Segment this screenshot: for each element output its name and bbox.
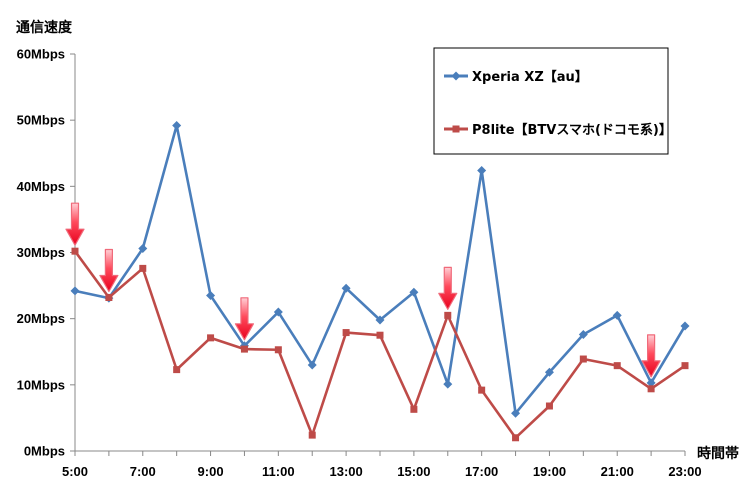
x-axis-title: 時間帯 [697,445,739,462]
data-point-p8lite [274,346,282,354]
data-point-p8lite [444,311,452,319]
legend-box [433,47,669,155]
data-point-xperia [409,287,419,297]
down-arrow-annotation [234,297,255,341]
x-tick-label: 9:00 [198,464,224,479]
x-tick-label: 13:00 [329,464,362,479]
data-point-p8lite [240,345,248,353]
legend-marker-xperia [451,71,461,81]
data-point-xperia [70,286,80,296]
down-arrow-annotation [438,266,458,310]
x-tick-label: 17:00 [465,464,498,479]
data-point-p8lite [173,366,181,374]
data-point-p8lite [139,264,147,272]
data-point-xperia [680,321,690,331]
y-tick-label: 40Mbps [17,179,65,194]
data-point-xperia [544,367,554,377]
data-point-p8lite [410,405,418,413]
data-point-xperia [646,378,656,388]
y-tick-label: 20Mbps [17,311,65,326]
x-tick-label: 7:00 [130,464,156,479]
data-point-p8lite [342,329,350,337]
legend-label-p8lite: P8lite【BTVスマホ(ドコモ系)】 [472,122,672,138]
data-point-p8lite [308,431,316,439]
data-point-p8lite [647,385,655,393]
data-point-p8lite [681,362,689,370]
y-tick-label: 10Mbps [17,377,65,392]
data-point-xperia [477,165,487,175]
down-arrow-annotation [65,202,85,246]
data-point-xperia [172,120,182,130]
x-tick-label: 5:00 [62,464,88,479]
series-layer [70,120,690,442]
x-tick-label: 15:00 [397,464,430,479]
legend-label-xperia: Xperia XZ【au】 [472,69,588,85]
data-point-xperia [307,360,317,370]
series-line-xperia [74,124,687,415]
data-point-p8lite [545,402,553,410]
x-tick-label: 11:00 [262,464,295,479]
x-tick-label: 23:00 [668,464,701,479]
y-tick-label: 60Mbps [17,47,65,62]
down-arrow-annotation [99,248,119,293]
data-point-p8lite [579,355,587,363]
y-tick-label: 0Mbps [24,444,65,459]
y-axis-title: 通信速度 [16,19,73,36]
data-point-xperia [138,244,148,254]
y-tick-label: 50Mbps [17,113,65,128]
x-tick-label: 19:00 [533,464,566,479]
data-point-xperia [511,408,521,418]
x-ticks: 5:00 7:00 9:00 11:00 13:00 15:00 17:00 19:00 21:… [62,451,702,479]
y-ticks: 0Mbps 10Mbps 20Mbps 30Mbps 40Mbps 50Mbps 60Mbp… [17,47,75,459]
data-point-xperia [206,291,216,301]
data-point-p8lite [512,434,520,442]
annotation-arrows [65,202,661,378]
legend: Xperia XZ【au】 P8lite【BTVスマホ(ドコモ系)】 [433,47,672,155]
data-point-xperia [341,283,351,293]
x-tick-label: 21:00 [601,464,634,479]
data-point-p8lite [207,334,215,342]
data-point-p8lite [376,331,384,339]
data-point-xperia [273,307,283,317]
data-point-p8lite [105,293,113,301]
data-point-p8lite [613,362,621,370]
data-point-xperia [375,315,385,325]
down-arrow-annotation [641,334,661,378]
data-point-xperia [612,310,622,320]
y-tick-label: 30Mbps [17,245,65,260]
series-line-p8lite [73,250,686,440]
data-point-p8lite [71,247,79,255]
data-point-xperia [443,379,453,389]
data-point-p8lite [478,386,486,394]
legend-marker-p8lite [452,125,460,133]
data-point-xperia [578,330,588,340]
